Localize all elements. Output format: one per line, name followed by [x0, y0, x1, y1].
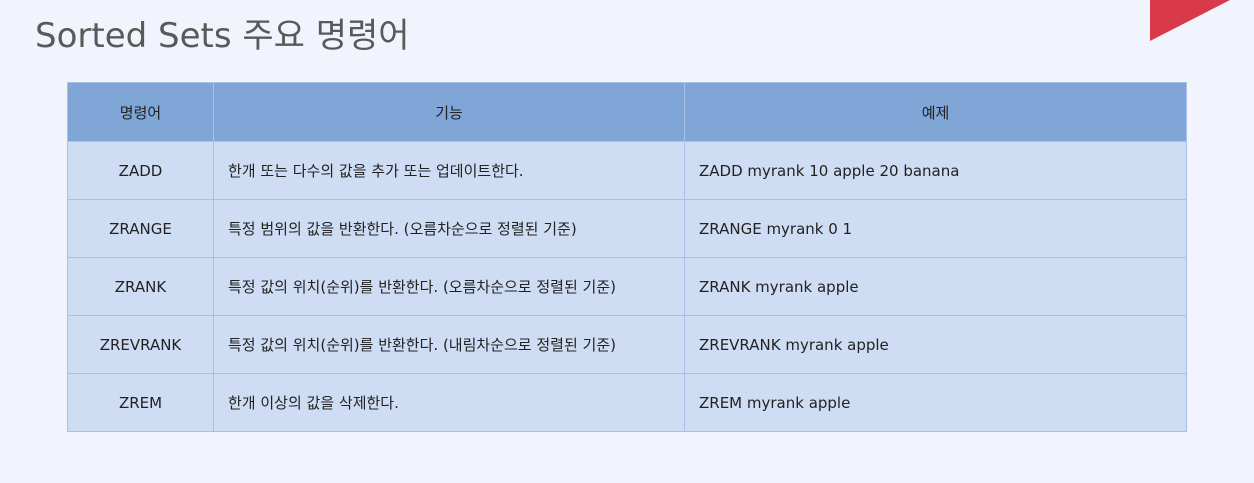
- example-cell: ZADD myrank 10 apple 20 banana: [684, 141, 1187, 200]
- function-cell: 특정 값의 위치(순위)를 반환한다. (오름차순으로 정렬된 기준): [213, 257, 685, 316]
- function-cell: 특정 값의 위치(순위)를 반환한다. (내림차순으로 정렬된 기준): [213, 315, 685, 374]
- example-cell: ZREVRANK myrank apple: [684, 315, 1187, 374]
- command-cell: ZRANK: [67, 257, 214, 316]
- example-cell: ZRANK myrank apple: [684, 257, 1187, 316]
- header-command: 명령어: [67, 82, 214, 142]
- header-example: 예제: [684, 82, 1187, 142]
- slide-title: Sorted Sets 주요 명령어: [35, 16, 410, 56]
- command-cell: ZREVRANK: [67, 315, 214, 374]
- corner-accent-shape: [1150, 0, 1230, 41]
- table-header-row: 명령어 기능 예제: [67, 82, 1187, 142]
- table-row: ZRANGE 특정 범위의 값을 반환한다. (오름차순으로 정렬된 기준) Z…: [67, 199, 1187, 258]
- table-row: ZADD 한개 또는 다수의 값을 추가 또는 업데이트한다. ZADD myr…: [67, 141, 1187, 200]
- table-row: ZREVRANK 특정 값의 위치(순위)를 반환한다. (내림차순으로 정렬된…: [67, 315, 1187, 374]
- command-cell: ZADD: [67, 141, 214, 200]
- example-cell: ZREM myrank apple: [684, 373, 1187, 432]
- table-row: ZREM 한개 이상의 값을 삭제한다. ZREM myrank apple: [67, 373, 1187, 432]
- table-row: ZRANK 특정 값의 위치(순위)를 반환한다. (오름차순으로 정렬된 기준…: [67, 257, 1187, 316]
- command-cell: ZREM: [67, 373, 214, 432]
- function-cell: 한개 이상의 값을 삭제한다.: [213, 373, 685, 432]
- function-cell: 한개 또는 다수의 값을 추가 또는 업데이트한다.: [213, 141, 685, 200]
- function-cell: 특정 범위의 값을 반환한다. (오름차순으로 정렬된 기준): [213, 199, 685, 258]
- command-cell: ZRANGE: [67, 199, 214, 258]
- example-cell: ZRANGE myrank 0 1: [684, 199, 1187, 258]
- header-function: 기능: [213, 82, 685, 142]
- commands-table: 명령어 기능 예제 ZADD 한개 또는 다수의 값을 추가 또는 업데이트한다…: [67, 82, 1187, 432]
